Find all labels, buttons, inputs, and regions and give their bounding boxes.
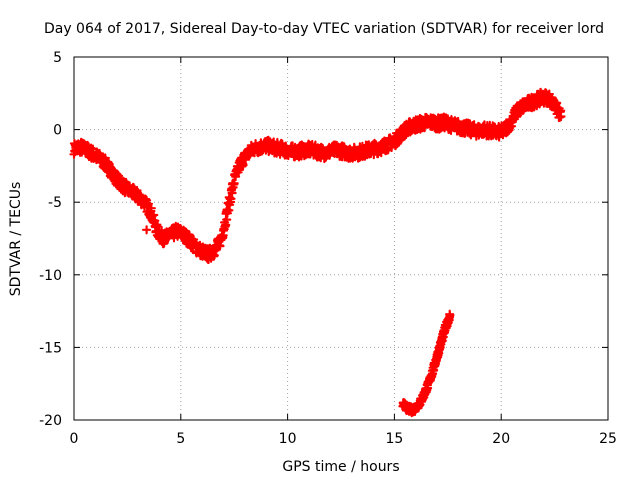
x-tick-label: 20 — [492, 431, 510, 447]
y-axis-label: SDTVAR / TECUs — [8, 182, 24, 297]
tick-labels: 0 5 10 15 20 25 5 0 -5 -10 -15 -20 — [39, 50, 617, 447]
data-points — [398, 309, 455, 418]
x-tick-label: 0 — [70, 431, 79, 447]
x-tick-label: 5 — [176, 431, 185, 447]
y-tick-label: -20 — [39, 413, 62, 429]
axis-ticks — [73, 56, 609, 421]
data-points — [69, 87, 566, 265]
data-series — [69, 87, 566, 418]
data-series-group — [398, 309, 455, 418]
y-tick-label: -15 — [39, 340, 62, 356]
y-tick-label: 0 — [53, 123, 62, 139]
plot-frame — [73, 56, 609, 421]
grid — [74, 57, 608, 420]
x-tick-label: 10 — [279, 431, 297, 447]
y-tick-label: -10 — [39, 268, 62, 284]
x-tick-label: 25 — [599, 431, 617, 447]
data-series-group — [142, 225, 152, 235]
y-tick-label: -5 — [48, 195, 62, 211]
data-points — [142, 225, 152, 235]
x-tick-label: 15 — [385, 431, 403, 447]
data-series-group — [69, 87, 566, 265]
y-tick-label: 5 — [53, 50, 62, 66]
chart-title: Day 064 of 2017, Sidereal Day-to-day VTE… — [44, 21, 604, 37]
x-axis-label: GPS time / hours — [282, 459, 399, 475]
